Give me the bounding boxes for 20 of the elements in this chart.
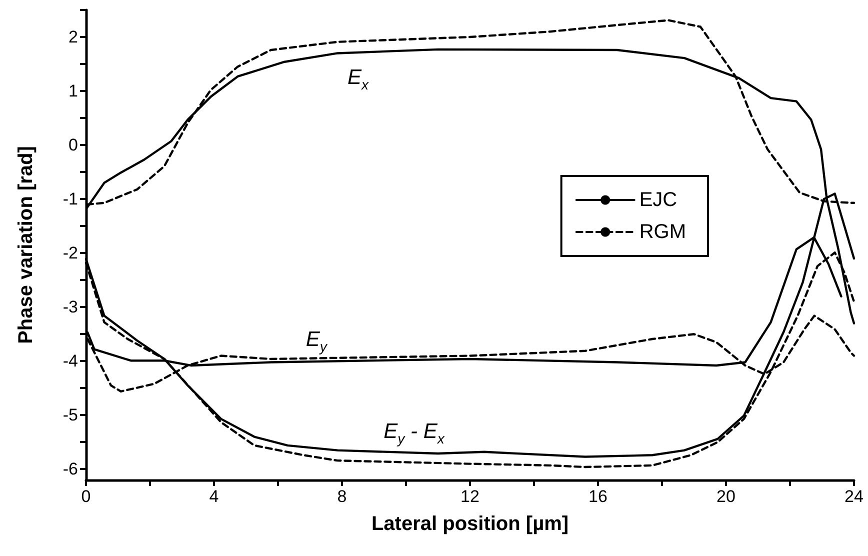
y-tick-label: 1 — [68, 82, 78, 101]
x-tick-label: 12 — [460, 487, 480, 506]
y-axis-title: Phase variation [rad] — [15, 146, 37, 344]
y-tick-label: -3 — [62, 298, 78, 317]
legend-label: RGM — [639, 221, 686, 243]
y-tick-label: -1 — [62, 190, 78, 209]
x-tick-label: 20 — [716, 487, 736, 506]
y-tick-label: -2 — [62, 244, 78, 263]
legend-label: EJC — [639, 189, 678, 211]
x-tick-label: 24 — [844, 487, 864, 506]
y-tick-label: 0 — [68, 136, 78, 155]
y-tick-label: -5 — [62, 406, 78, 425]
x-tick-label: 16 — [588, 487, 608, 506]
y-tick-label: 2 — [68, 28, 78, 47]
x-tick-label: 4 — [209, 487, 219, 506]
x-tick-label: 8 — [337, 487, 347, 506]
x-axis-title: Lateral position [µm] — [371, 513, 569, 535]
x-tick-label: 0 — [81, 487, 91, 506]
y-tick-label: -4 — [62, 352, 78, 371]
y-tick-label: -6 — [62, 460, 78, 479]
